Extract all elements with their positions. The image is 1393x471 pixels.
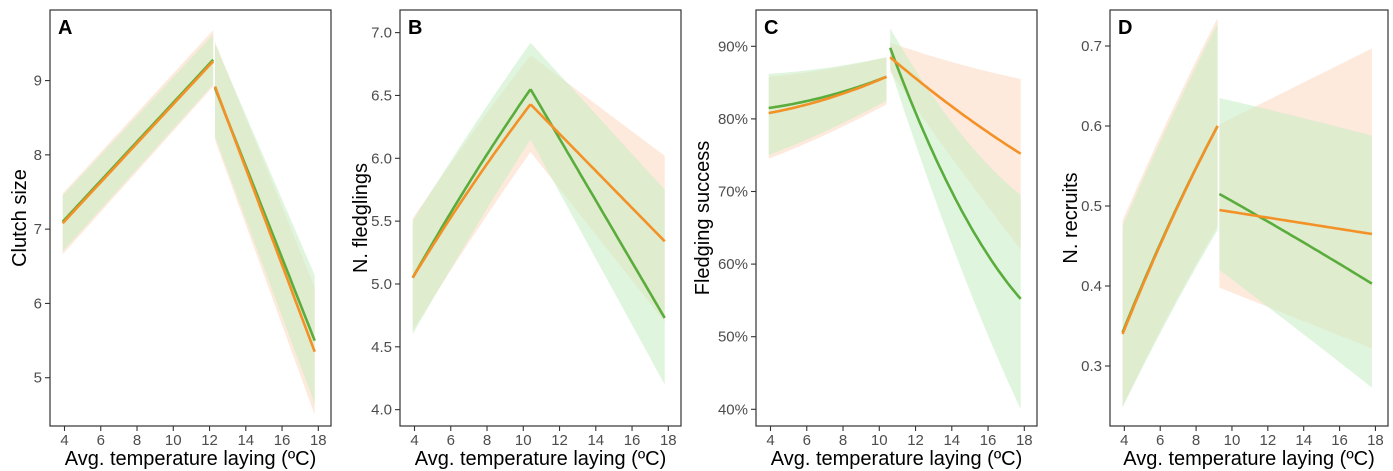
y-tick-label: 6 bbox=[34, 295, 42, 312]
plot-border bbox=[1109, 9, 1389, 427]
panel-b: 4 6 8 10 12 14 16 18 4.0 4.5 5.0 5.5 6.0 6.5 7.0 Avg. t… bbox=[350, 9, 682, 470]
panel-letter: D bbox=[1118, 17, 1132, 39]
y-tick-label: 8 bbox=[34, 147, 42, 164]
y-tick-label: 60% bbox=[718, 256, 748, 273]
y-tick-label: 5 bbox=[34, 370, 42, 387]
y-tick-label: 7.0 bbox=[371, 25, 392, 42]
green-ribbon-2 bbox=[530, 42, 665, 385]
plot-border bbox=[755, 9, 1038, 427]
x-tick-label: 6 bbox=[447, 432, 455, 449]
y-tick-label: 90% bbox=[718, 38, 748, 55]
y-tick-label: 50% bbox=[718, 329, 748, 346]
x-tick-label: 14 bbox=[587, 432, 604, 449]
x-tick-label: 10 bbox=[165, 432, 182, 449]
y-axis-title: N. fledglings bbox=[350, 163, 372, 273]
green-ribbon-1 bbox=[768, 57, 887, 156]
y-tick-label: 0.6 bbox=[1081, 118, 1102, 135]
y-axis-title: Fledging success bbox=[692, 141, 714, 296]
panel-c: 4 6 8 10 12 14 16 18 40% 50% 60% 70% 80% 90% Avg. temp… bbox=[692, 9, 1038, 470]
y-tick-label: 0.7 bbox=[1081, 38, 1102, 55]
orange-line-2 bbox=[529, 103, 666, 243]
green-line-2 bbox=[888, 47, 1022, 300]
x-tick-label: 14 bbox=[943, 432, 960, 449]
orange-line-2 bbox=[1219, 208, 1373, 236]
green-ribbon-2 bbox=[890, 28, 1021, 410]
x-tick-label: 8 bbox=[483, 432, 491, 449]
orange-line-1 bbox=[768, 75, 888, 115]
x-tick-label: 8 bbox=[133, 432, 141, 449]
x-tick-label: 12 bbox=[907, 432, 924, 449]
x-tick-label: 10 bbox=[1224, 432, 1241, 449]
x-axis-title: Avg. temperature laying (ºC) bbox=[415, 448, 666, 470]
panel-letter: B bbox=[408, 17, 422, 39]
y-tick-label: 0.5 bbox=[1081, 198, 1102, 215]
orange-line-1 bbox=[411, 103, 532, 279]
orange-line-1 bbox=[1121, 125, 1219, 335]
x-tick-label: 4 bbox=[410, 432, 418, 449]
panel-d: 4 6 8 10 12 14 16 18 0.3 0.4 0.5 0.6 0.7 Avg. tempera… bbox=[1060, 9, 1389, 470]
green-line-2 bbox=[1218, 192, 1373, 285]
x-tick-label: 16 bbox=[274, 432, 291, 449]
x-tick-label: 12 bbox=[1259, 432, 1276, 449]
y-tick-label: 0.4 bbox=[1081, 278, 1102, 295]
y-tick-label: 70% bbox=[718, 184, 748, 201]
y-tick-label: 0.3 bbox=[1081, 358, 1102, 375]
panel-letter: A bbox=[58, 17, 72, 39]
x-tick-label: 12 bbox=[551, 432, 568, 449]
green-ribbon-2 bbox=[215, 43, 315, 404]
y-axis-title: N. recruits bbox=[1060, 172, 1082, 263]
orange-line-2 bbox=[213, 86, 316, 353]
x-tick-label: 14 bbox=[1295, 432, 1312, 449]
x-tick-label: 18 bbox=[310, 432, 327, 449]
orange-line-1 bbox=[61, 60, 215, 225]
x-tick-label: 4 bbox=[60, 432, 68, 449]
y-tick-label: 80% bbox=[718, 111, 748, 128]
x-tick-label: 14 bbox=[237, 432, 254, 449]
x-axis-title: Avg. temperature laying (ºC) bbox=[65, 448, 316, 470]
x-tick-label: 8 bbox=[839, 432, 847, 449]
x-tick-label: 18 bbox=[660, 432, 677, 449]
y-tick-label: 4.0 bbox=[371, 402, 392, 419]
y-tick-label: 40% bbox=[718, 401, 748, 418]
x-tick-label: 16 bbox=[624, 432, 641, 449]
green-line-1 bbox=[411, 88, 532, 279]
y-tick-label: 4.5 bbox=[371, 339, 392, 356]
x-tick-label: 4 bbox=[1120, 432, 1128, 449]
y-axis-title: Clutch size bbox=[9, 169, 31, 267]
y-tick-label: 7 bbox=[34, 221, 42, 238]
plot-border bbox=[49, 9, 332, 427]
y-tick-label: 9 bbox=[34, 73, 42, 90]
y-tick-label: 5.5 bbox=[371, 213, 392, 230]
green-ribbon-1 bbox=[1122, 23, 1218, 408]
x-tick-label: 18 bbox=[1016, 432, 1033, 449]
x-axis-title: Avg. temperature laying (ºC) bbox=[771, 448, 1022, 470]
x-tick-label: 4 bbox=[766, 432, 774, 449]
panel-letter: C bbox=[764, 17, 778, 39]
orange-line-2 bbox=[889, 56, 1022, 155]
green-ribbon-2 bbox=[1219, 98, 1372, 388]
y-tick-label: 6.5 bbox=[371, 87, 392, 104]
y-tick-label: 6.0 bbox=[371, 150, 392, 167]
panel-a: 4 6 8 10 12 14 16 18 5 6 7 8 9 Avg. temperature layin… bbox=[9, 9, 332, 470]
x-tick-label: 12 bbox=[201, 432, 218, 449]
plot-border bbox=[399, 9, 682, 427]
x-tick-label: 6 bbox=[803, 432, 811, 449]
x-tick-label: 18 bbox=[1367, 432, 1384, 449]
x-tick-label: 6 bbox=[97, 432, 105, 449]
x-tick-label: 8 bbox=[1192, 432, 1200, 449]
x-tick-label: 10 bbox=[515, 432, 532, 449]
y-tick-label: 5.0 bbox=[371, 276, 392, 293]
x-tick-label: 16 bbox=[1331, 432, 1348, 449]
x-tick-label: 10 bbox=[871, 432, 888, 449]
x-tick-label: 16 bbox=[980, 432, 997, 449]
x-axis-title: Avg. temperature laying (ºC) bbox=[1123, 448, 1374, 470]
x-tick-label: 6 bbox=[1156, 432, 1164, 449]
